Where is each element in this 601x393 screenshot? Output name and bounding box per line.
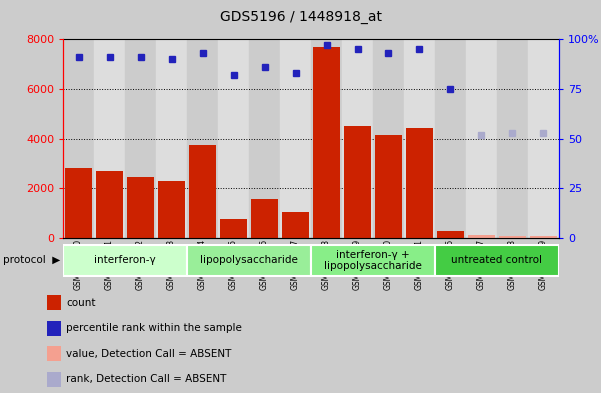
Bar (47, 346, 61, 361)
Bar (47, 321, 61, 336)
Bar (47, 372, 61, 387)
Text: interferon-γ: interferon-γ (94, 255, 156, 265)
Bar (375, 134, 401, 238)
Text: GDS5196 / 1448918_at: GDS5196 / 1448918_at (219, 10, 382, 24)
Text: lipopolysaccharide: lipopolysaccharide (200, 255, 298, 265)
Bar (497, 39, 528, 238)
Bar (47, 296, 61, 310)
Bar (249, 39, 280, 238)
Bar (221, 219, 247, 238)
Bar (159, 181, 185, 238)
Bar (66, 168, 92, 238)
Bar (156, 39, 187, 238)
Bar (530, 236, 557, 238)
Bar (404, 39, 435, 238)
Bar (373, 39, 404, 238)
Bar (251, 199, 278, 238)
Bar (189, 145, 216, 238)
Text: protocol  ▶: protocol ▶ (3, 255, 60, 265)
Bar (438, 231, 463, 238)
Bar (406, 128, 433, 238)
Bar (313, 47, 340, 238)
Bar (96, 171, 123, 238)
Bar (435, 39, 466, 238)
Bar (435, 245, 559, 276)
Text: rank, Detection Call = ABSENT: rank, Detection Call = ABSENT (67, 374, 227, 384)
Bar (499, 235, 526, 238)
Bar (311, 39, 342, 238)
Bar (311, 245, 435, 276)
Bar (125, 39, 156, 238)
Bar (342, 39, 373, 238)
Bar (344, 126, 371, 238)
Bar (280, 39, 311, 238)
Bar (63, 39, 94, 238)
Bar (528, 39, 559, 238)
Text: count: count (67, 298, 96, 308)
Text: untreated control: untreated control (451, 255, 543, 265)
Bar (218, 39, 249, 238)
Bar (187, 245, 311, 276)
Bar (187, 39, 218, 238)
Text: value, Detection Call = ABSENT: value, Detection Call = ABSENT (67, 349, 232, 359)
Text: interferon-γ +
lipopolysaccharide: interferon-γ + lipopolysaccharide (324, 250, 422, 271)
Bar (94, 39, 125, 238)
Bar (63, 245, 187, 276)
Bar (468, 235, 495, 238)
Bar (127, 177, 154, 238)
Bar (466, 39, 497, 238)
Text: percentile rank within the sample: percentile rank within the sample (67, 323, 242, 333)
Bar (282, 212, 309, 238)
